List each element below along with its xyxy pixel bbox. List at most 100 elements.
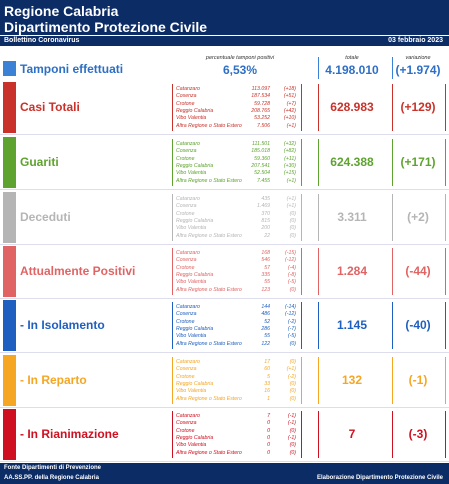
separator <box>0 134 449 135</box>
province-name: Vibo Valentia <box>176 333 207 340</box>
province-value: 370 <box>261 210 270 217</box>
section-total: 628.983 <box>330 99 374 114</box>
date: 03 febbraio 2023 <box>388 37 443 44</box>
province-name: Crotone <box>176 318 195 325</box>
province-name: Altra Regione o Stato Estero <box>176 340 242 347</box>
province-name: Vibo Valentia <box>176 115 207 122</box>
province-value: 0 <box>267 449 270 456</box>
province-row: Cosenza 1.469 (+1) <box>176 203 298 210</box>
province-value: 57 <box>264 264 270 271</box>
province-value: 59.728 <box>254 100 270 107</box>
section-total: 7 <box>348 426 356 441</box>
province-row: Crotone 370 (0) <box>176 211 298 218</box>
province-list: Catanzaro 435 (+1) Cosenza 1.469 (+1) Crotone 3… <box>172 194 302 241</box>
province-change: (+1) <box>286 366 296 373</box>
province-change: (+7) <box>286 100 296 107</box>
province-change: (+1) <box>286 203 296 210</box>
province-name: Crotone <box>176 427 195 434</box>
tests-marker <box>3 61 16 76</box>
caption: totale <box>345 55 359 61</box>
province-value: 185.018 <box>251 148 270 155</box>
section-total: 132 <box>341 372 363 387</box>
separator <box>0 352 449 353</box>
province-list: Catanzaro 17 (0) Cosenza 60 (+1) Crotone 5 (-2) R… <box>172 357 302 404</box>
section-label: Attualmente Positivi <box>20 263 136 278</box>
province-row: Vibo Valentia 200 (0) <box>176 225 298 232</box>
province-change: (-14) <box>285 304 296 310</box>
province-value: 435 <box>261 196 270 202</box>
header <box>0 0 449 46</box>
section-label: Deceduti <box>20 209 71 224</box>
province-list: Catanzaro 168 (-15) Cosenza 546 (-12) Crotone 5… <box>172 248 302 295</box>
province-change: (-7) <box>287 325 296 332</box>
province-row: Altra Regione o Stato Estero 7.506 (+1) <box>176 123 298 130</box>
province-row: Altra Regione o Stato Estero 122 (0) <box>176 341 298 348</box>
section-total: 1.145 <box>336 317 368 332</box>
province-row: Reggio Calabria 33 (0) <box>176 381 298 388</box>
province-value: 486 <box>261 311 270 318</box>
province-row: Catanzaro 144 (-14) <box>176 304 298 311</box>
province-change: (0) <box>289 442 296 449</box>
province-row: Vibo Valentia 55 (-5) <box>176 333 298 340</box>
province-change: (+32) <box>283 141 296 147</box>
province-name: Catanzaro <box>176 413 200 419</box>
province-value: 7 <box>267 413 270 419</box>
separator <box>0 298 449 299</box>
province-name: Crotone <box>176 373 195 380</box>
province-value: 55 <box>264 279 270 286</box>
province-change: (-4) <box>287 264 296 271</box>
box <box>318 57 387 79</box>
box <box>392 84 446 131</box>
box <box>318 357 387 404</box>
province-change: (+30) <box>283 162 296 169</box>
box <box>318 302 387 349</box>
separator <box>0 407 449 408</box>
province-change: (0) <box>289 395 296 402</box>
province-row: Catanzaro 113.097 (+18) <box>176 86 298 93</box>
province-name: Catanzaro <box>176 141 200 147</box>
section-total: 3.311 <box>337 209 367 224</box>
province-row: Cosenza 187.534 (+51) <box>176 93 298 100</box>
province-change: (-5) <box>287 279 296 286</box>
separator <box>0 244 449 245</box>
province-change: (0) <box>289 225 296 232</box>
province-row: Vibo Valentia 0 (0) <box>176 442 298 449</box>
section-total: 624.388 <box>330 154 374 169</box>
province-name: Altra Regione o Stato Estero <box>176 449 242 456</box>
province-change: (+1) <box>286 177 296 184</box>
province-change: (0) <box>289 388 296 395</box>
province-row: Catanzaro 435 (+1) <box>176 196 298 203</box>
province-value: 0 <box>267 427 270 434</box>
section-marker <box>3 355 16 406</box>
province-value: 546 <box>261 257 270 264</box>
box <box>392 248 446 295</box>
province-value: 0 <box>267 420 270 427</box>
province-value: 0 <box>267 442 270 449</box>
province-name: Cosenza <box>176 311 197 318</box>
province-row: Reggio Calabria 335 (-8) <box>176 272 298 279</box>
section-marker <box>3 137 16 188</box>
province-row: Catanzaro 111.501 (+32) <box>176 141 298 148</box>
province-name: Catanzaro <box>176 359 200 365</box>
section-marker <box>3 246 16 297</box>
province-row: Crotone 59.360 (+11) <box>176 156 298 163</box>
province-row: Vibo Valentia 55 (-5) <box>176 279 298 286</box>
box <box>318 139 387 186</box>
section-label: Casi Totali <box>20 99 80 114</box>
province-value: 168 <box>261 250 270 256</box>
province-name: Altra Regione o Stato Estero <box>176 395 242 402</box>
province-change: (0) <box>289 286 296 293</box>
section-change: (-1) <box>408 372 428 387</box>
province-value: 60 <box>264 366 270 373</box>
province-row: Vibo Valentia 52.504 (+15) <box>176 170 298 177</box>
box <box>318 248 387 295</box>
section-change: (-3) <box>408 426 428 441</box>
section-label: - In Reparto <box>20 372 87 387</box>
province-row: Reggio Calabria 207.541 (+30) <box>176 163 298 170</box>
province-change: (+51) <box>283 93 296 100</box>
province-name: Reggio Calabria <box>176 107 214 114</box>
province-value: 208.765 <box>251 107 270 114</box>
province-change: (+42) <box>283 107 296 114</box>
province-name: Reggio Calabria <box>176 271 214 278</box>
